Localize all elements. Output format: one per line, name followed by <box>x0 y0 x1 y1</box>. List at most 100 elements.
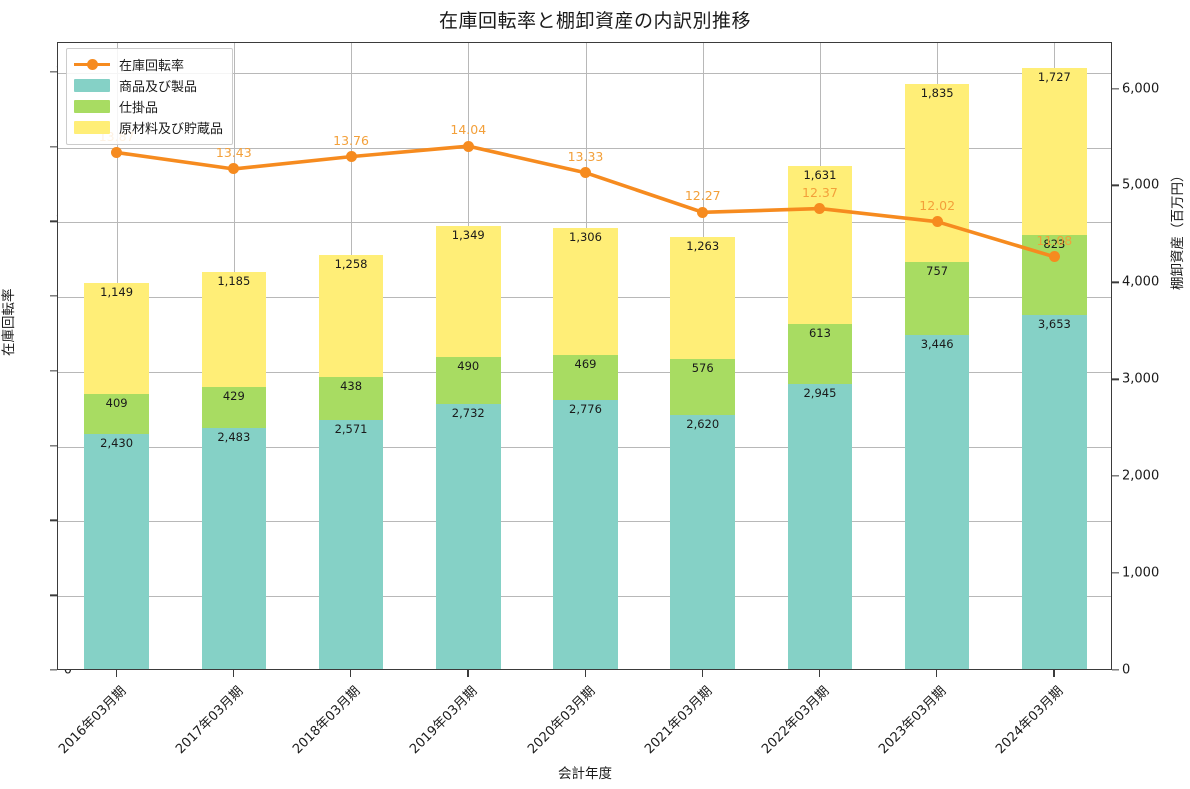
y-axis-left-tick-mark <box>50 519 57 522</box>
legend-item-label: 在庫回転率 <box>119 59 185 74</box>
bar-segment[interactable] <box>436 356 501 405</box>
y-axis-right-tick-mark <box>1112 184 1119 187</box>
bar-segment[interactable] <box>904 83 970 262</box>
y-axis-left-tick-mark <box>50 295 57 297</box>
x-axis-tick-label: 2018年03月期 <box>290 683 364 758</box>
gridline-horizontal <box>58 222 1111 224</box>
y-axis-right-tick-label: 1,000 <box>1122 565 1160 581</box>
y-axis-left-tick-mark <box>50 370 57 372</box>
y-axis-right-tick-mark <box>1112 572 1119 574</box>
bar-segment[interactable] <box>670 236 735 360</box>
y-axis-right-title: 棚卸資産（百万円） <box>1170 168 1186 291</box>
x-axis-tick-label: 2024年03月期 <box>993 683 1067 758</box>
legend-line-marker-icon <box>74 58 110 71</box>
bar-segment[interactable] <box>1022 67 1087 236</box>
bar-segment[interactable] <box>670 415 735 669</box>
bar-segment[interactable] <box>436 404 501 669</box>
bar-segment[interactable] <box>670 359 735 416</box>
gridline-horizontal <box>58 72 1111 74</box>
line-data-point[interactable] <box>931 216 943 228</box>
y-axis-left-tick-mark <box>50 71 57 73</box>
bar-segment[interactable] <box>84 282 149 394</box>
bar-segment[interactable] <box>1022 314 1087 669</box>
gridline-horizontal <box>58 147 1111 149</box>
bar-segment[interactable] <box>787 383 853 669</box>
x-axis-tick-label: 2020年03月期 <box>524 683 598 758</box>
x-axis-tick-label: 2023年03月期 <box>876 683 950 758</box>
y-axis-right-tick-mark <box>1112 87 1119 90</box>
line-data-point[interactable] <box>580 167 591 179</box>
y-axis-left-tick-mark <box>50 445 57 447</box>
x-axis-tick-mark <box>936 670 938 677</box>
x-axis-tick-mark <box>350 670 352 677</box>
bar-segment[interactable] <box>318 255 384 378</box>
bar-segment[interactable] <box>436 226 501 357</box>
y-axis-left-tick-label: 0 <box>63 662 72 678</box>
line-data-point[interactable] <box>111 147 123 159</box>
x-axis-tick-mark <box>232 670 235 677</box>
page-title: 在庫回転率と棚卸資産の内訳別推移 <box>438 10 751 32</box>
y-axis-right-tick-label: 3,000 <box>1122 371 1160 387</box>
bar-segment[interactable] <box>201 428 267 669</box>
bar-group[interactable]: 3,653 823 1,727 <box>1022 41 1087 669</box>
bar-group[interactable]: 2,945 613 1,631 <box>787 41 853 669</box>
y-axis-left-tick-mark <box>50 146 57 148</box>
y-axis-right-tick-mark <box>1112 475 1119 477</box>
line-data-point[interactable] <box>345 151 357 163</box>
bar-segment[interactable] <box>553 227 618 355</box>
bar-segment[interactable] <box>318 377 384 420</box>
bar-segment[interactable] <box>318 419 384 669</box>
legend-color-swatch-icon <box>74 121 110 134</box>
y-axis-left-tick-mark <box>50 669 57 671</box>
bar-segment[interactable] <box>84 393 149 434</box>
y-axis-left-title: 在庫回転率 <box>1 288 17 357</box>
bar-segment[interactable] <box>904 261 970 336</box>
x-axis-tick-mark <box>701 670 704 677</box>
legend-item-label: 原材料及び貯蔵品 <box>119 122 224 137</box>
y-axis-right-tick-label: 0 <box>1122 662 1131 678</box>
bar-segment[interactable] <box>787 324 853 384</box>
y-axis-right-tick-label: 5,000 <box>1122 177 1160 193</box>
legend-item[interactable]: 在庫回転率 <box>74 54 223 75</box>
y-axis-right-tick-mark <box>1112 281 1119 283</box>
bar-group[interactable]: 2,776 469 1,306 <box>553 41 618 669</box>
line-data-point[interactable] <box>228 163 240 175</box>
x-axis-tick-mark <box>584 670 586 677</box>
x-axis-tick-label: 2019年03月期 <box>407 683 481 758</box>
y-axis-right-tick-mark <box>1112 669 1119 671</box>
x-axis-tick-mark <box>115 670 117 677</box>
line-data-point[interactable] <box>697 206 709 218</box>
x-axis-title: 会計年度 <box>558 766 612 782</box>
bar-segment[interactable] <box>553 354 618 400</box>
bar-group[interactable]: 2,430 409 1,149 <box>84 41 149 669</box>
bar-segment[interactable] <box>904 335 970 669</box>
legend-color-swatch-icon <box>74 100 110 113</box>
x-axis-tick-label: 2022年03月期 <box>759 683 833 758</box>
y-axis-right-tick-label: 6,000 <box>1122 81 1160 97</box>
x-axis-tick-label: 2021年03月期 <box>641 683 716 758</box>
y-axis-right-tick-label: 2,000 <box>1122 468 1160 484</box>
bar-segment[interactable] <box>201 386 267 429</box>
bar-segment[interactable] <box>553 399 618 669</box>
bar-segment[interactable] <box>84 433 149 669</box>
chart-legend[interactable]: 在庫回転率 商品及び製品仕掛品原材料及び貯蔵品 <box>66 48 234 145</box>
line-data-point[interactable] <box>462 140 474 152</box>
bar-group[interactable]: 2,571 438 1,258 <box>318 41 384 669</box>
legend-item[interactable]: 商品及び製品 <box>74 75 223 96</box>
x-axis-tick-mark <box>467 670 469 677</box>
x-axis-tick-mark <box>818 670 821 677</box>
bar-segment[interactable] <box>787 166 853 325</box>
x-axis-tick-mark <box>1053 670 1055 677</box>
y-axis-right-tick-label: 4,000 <box>1122 274 1160 290</box>
bar-segment[interactable] <box>201 271 267 387</box>
line-data-point[interactable] <box>1048 251 1060 263</box>
legend-item[interactable]: 原材料及び貯蔵品 <box>74 117 223 138</box>
x-axis-tick-label: 2017年03月期 <box>172 683 247 758</box>
y-axis-left-tick-mark <box>50 594 57 596</box>
legend-item[interactable]: 仕掛品 <box>74 96 223 117</box>
line-data-point[interactable] <box>814 203 826 215</box>
legend-item-label: 仕掛品 <box>119 101 159 116</box>
legend-color-swatch-icon <box>74 79 110 92</box>
bars-layer: 2,430 409 1,149 2,483 429 1,185 2,571 438 1,258 2… <box>58 43 1111 669</box>
